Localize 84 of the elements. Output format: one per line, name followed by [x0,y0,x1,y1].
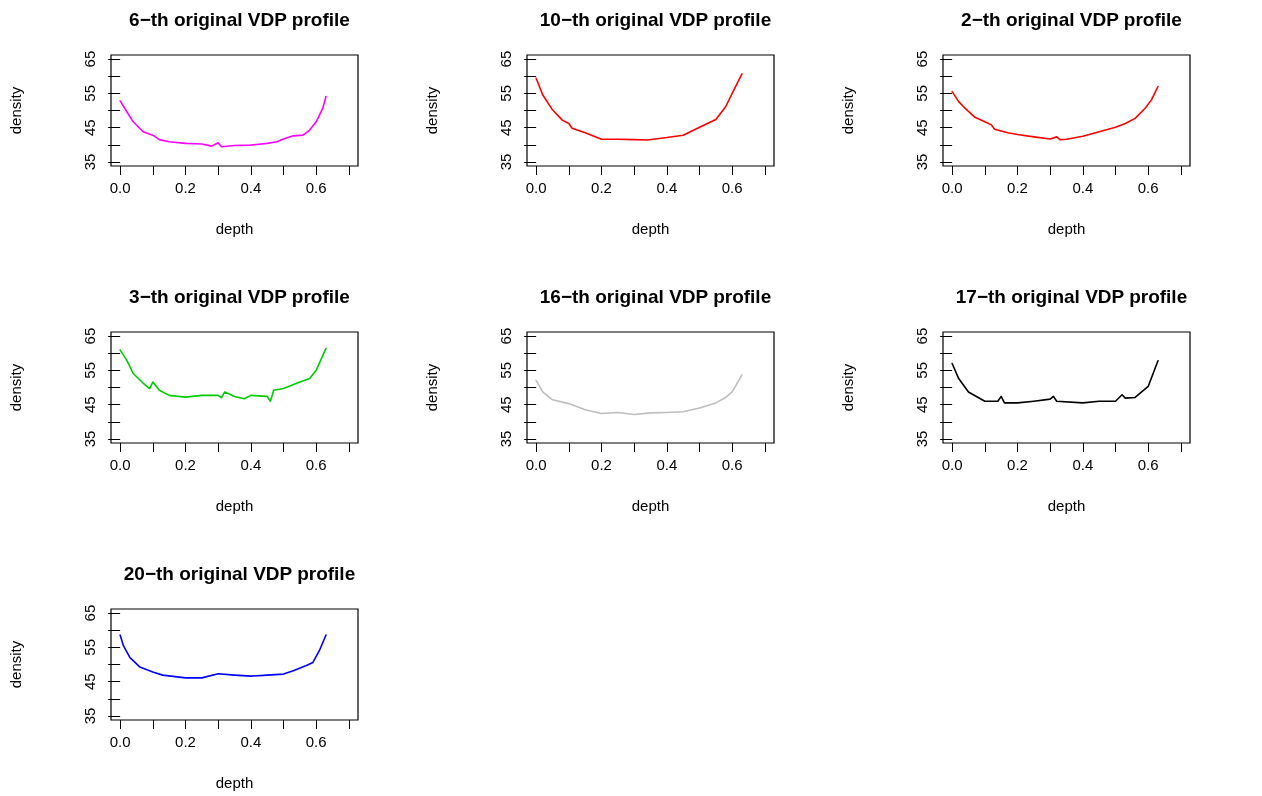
x-tick-label: 0.0 [109,456,131,473]
y-tick-label: 65 [497,327,514,345]
x-tick-label: 0.2 [591,456,612,473]
y-tick-label: 35 [913,153,930,171]
x-axis-title: depth [215,774,254,791]
x-axis-title: depth [631,497,670,514]
chart-title: 20−th original VDP profile [123,563,356,584]
x-tick-label: 0.6 [1137,456,1159,473]
y-tick-label: 35 [81,430,98,448]
y-axis-title: density [423,363,440,412]
y-tick-label: 35 [497,430,514,448]
y-tick-label: 45 [497,396,514,413]
x-tick-label: 0.2 [1007,456,1028,473]
y-tick-label: 35 [913,430,930,448]
y-tick-label: 65 [913,50,930,68]
x-tick-label: 0.4 [656,179,678,196]
y-axis-title: density [423,86,440,135]
y-axis-title: density [7,363,24,412]
x-axis-title: depth [631,220,670,237]
y-tick-label: 45 [81,673,98,690]
x-tick-label: 0.2 [175,733,196,750]
y-tick-label: 55 [497,85,514,102]
y-tick-label: 35 [497,153,514,171]
x-tick-label: 0.0 [525,456,547,473]
y-tick-label: 45 [81,396,98,413]
x-tick-label: 0.6 [721,179,743,196]
x-tick-label: 0.6 [1137,179,1159,196]
y-tick-label: 55 [913,362,930,379]
y-tick-label: 35 [81,153,98,171]
chart-title: 16−th original VDP profile [539,286,772,307]
x-tick-label: 0.2 [175,456,196,473]
y-axis-title: density [7,86,24,135]
line-series [951,359,1159,404]
x-tick-label: 0.2 [1007,179,1028,196]
x-tick-label: 0.4 [240,733,262,750]
x-tick-label: 0.6 [721,456,743,473]
chart-title: 17−th original VDP profile [955,286,1188,307]
x-axis-title: depth [215,497,254,514]
x-axis-title: depth [215,220,254,237]
y-tick-label: 45 [81,119,98,136]
chart-title: 2−th original VDP profile [961,9,1182,30]
line-series [119,347,327,402]
chart-title: 10−th original VDP profile [539,9,772,30]
chart-title: 3−th original VDP profile [129,286,350,307]
x-tick-label: 0.2 [175,179,196,196]
x-tick-label: 0.0 [525,179,547,196]
y-tick-label: 45 [497,119,514,136]
chart-title: 6−th original VDP profile [129,9,350,30]
y-tick-label: 65 [913,327,930,345]
x-tick-label: 0.0 [941,179,963,196]
y-axis-title: density [839,86,856,135]
y-axis-title: density [7,640,24,689]
y-tick-label: 35 [81,707,98,725]
x-axis-title: depth [1047,220,1086,237]
y-tick-label: 55 [81,362,98,379]
x-tick-label: 0.4 [1072,179,1094,196]
y-tick-label: 65 [81,327,98,345]
x-tick-label: 0.0 [941,456,963,473]
line-series [535,73,743,141]
line-series [119,95,327,148]
y-tick-label: 55 [497,362,514,379]
line-series [951,85,1159,141]
x-tick-label: 0.4 [1072,456,1094,473]
y-tick-label: 65 [497,50,514,68]
x-tick-label: 0.4 [240,179,262,196]
y-tick-label: 45 [913,119,930,136]
y-tick-label: 55 [913,85,930,102]
y-tick-label: 65 [81,50,98,68]
x-axis-title: depth [1047,497,1086,514]
y-axis-title: density [839,363,856,412]
y-tick-label: 55 [81,639,98,656]
y-tick-label: 55 [81,85,98,102]
y-tick-label: 45 [913,396,930,413]
x-tick-label: 0.4 [656,456,678,473]
x-tick-label: 0.6 [305,456,327,473]
line-series [119,634,327,679]
x-tick-label: 0.2 [591,179,612,196]
line-series [535,374,743,416]
x-tick-label: 0.0 [109,733,131,750]
x-tick-label: 0.0 [109,179,131,196]
x-tick-label: 0.6 [305,733,327,750]
x-tick-label: 0.4 [240,456,262,473]
x-tick-label: 0.6 [305,179,327,196]
y-tick-label: 65 [81,604,98,622]
